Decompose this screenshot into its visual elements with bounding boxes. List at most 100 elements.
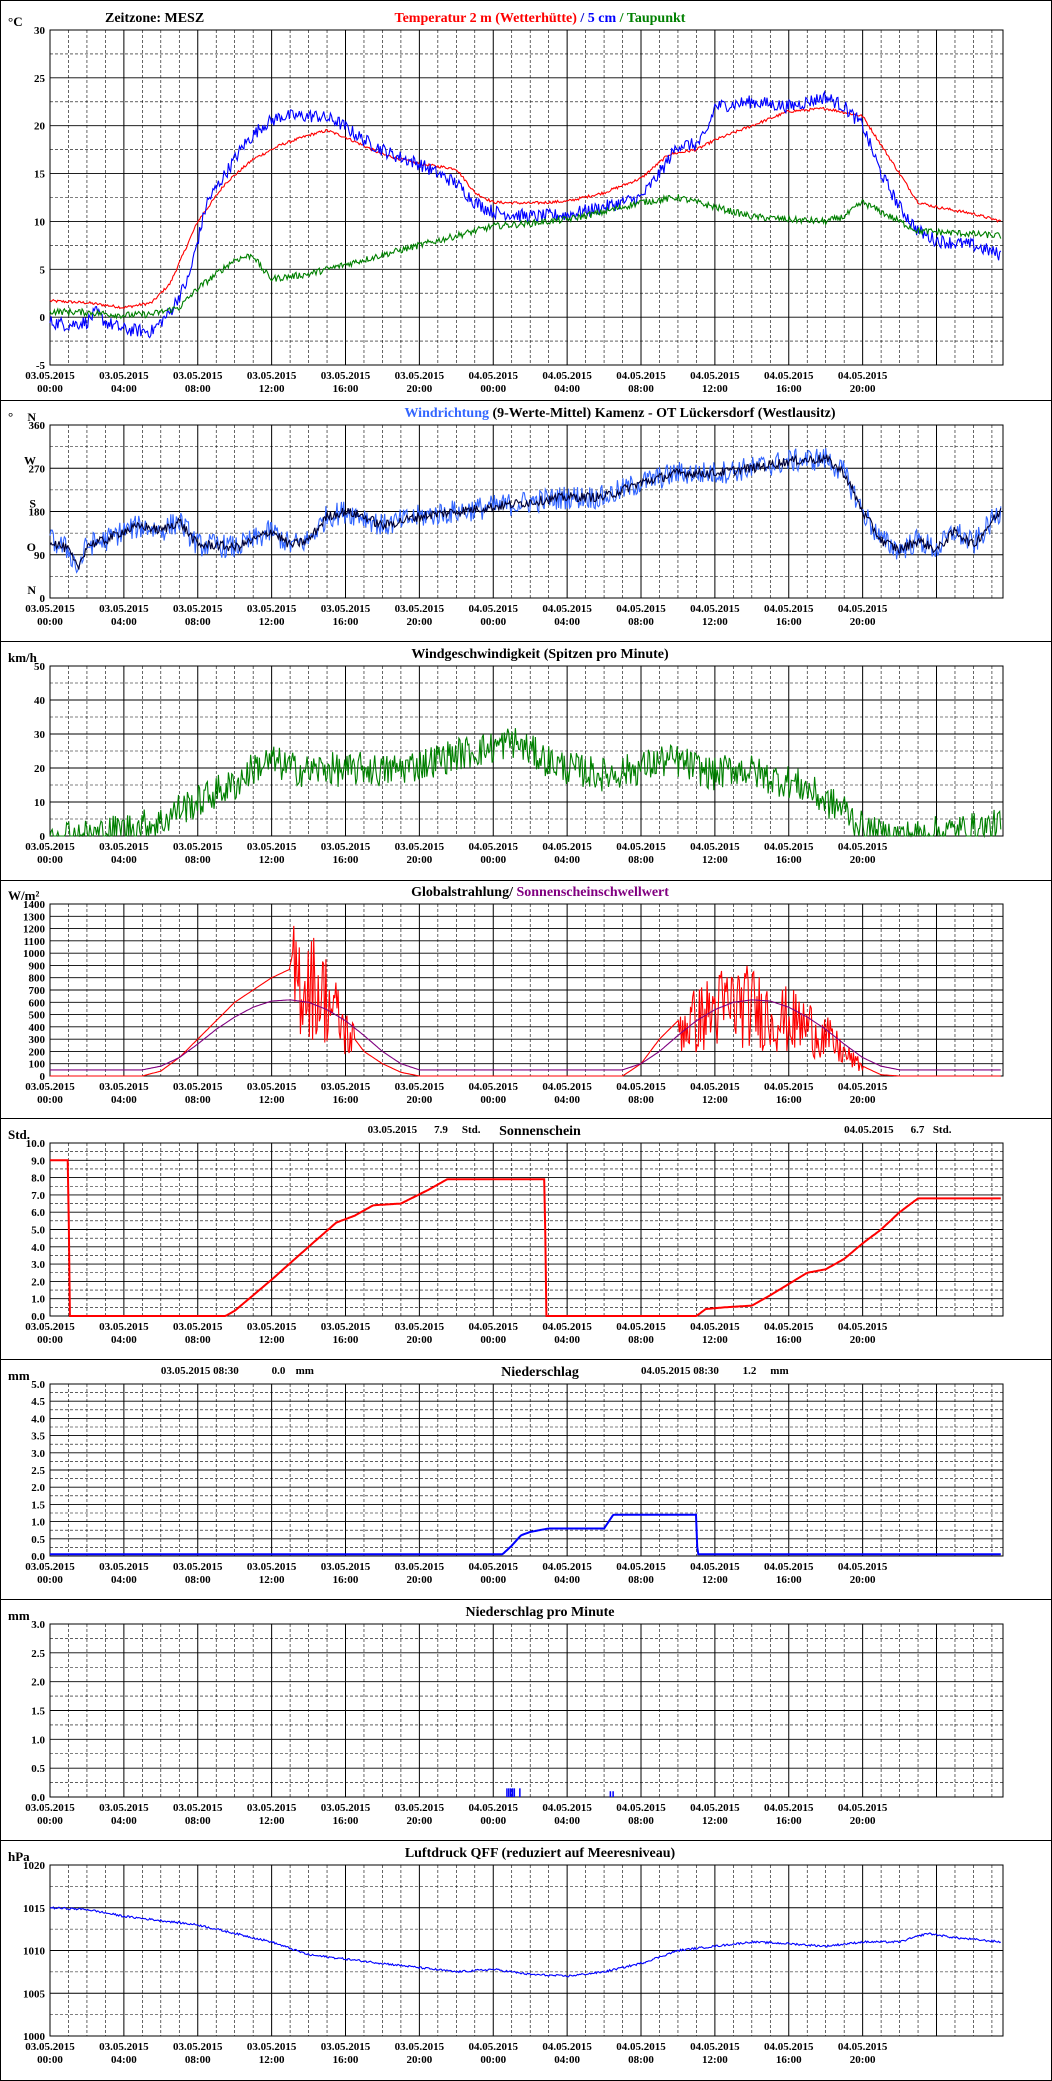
x-tick-date: 04.05.2015 — [690, 2041, 740, 2053]
panel-annotation: 6.7 — [911, 1124, 925, 1136]
x-tick-time: 20:00 — [850, 1574, 876, 1586]
x-tick-date: 03.05.2015 — [247, 841, 297, 853]
x-tick-time: 16:00 — [333, 1334, 359, 1346]
x-tick-date: 03.05.2015 — [395, 1561, 445, 1573]
x-tick-time: 12:00 — [259, 383, 285, 395]
y-tick-label: 800 — [29, 973, 46, 985]
x-tick-date: 03.05.2015 — [321, 1081, 371, 1093]
x-tick-time: 16:00 — [776, 1334, 802, 1346]
plot-frame — [49, 1142, 1004, 1317]
series-line — [49, 728, 1002, 839]
x-tick-date: 04.05.2015 — [838, 370, 888, 382]
x-tick-time: 16:00 — [333, 1094, 359, 1106]
x-tick-date: 04.05.2015 — [542, 2041, 592, 2053]
x-tick-time: 20:00 — [407, 2054, 433, 2066]
y-tick-label: 1300 — [23, 911, 46, 923]
x-tick-date: 04.05.2015 — [616, 1081, 666, 1093]
x-tick-time: 20:00 — [850, 383, 876, 395]
x-tick-date: 04.05.2015 — [542, 1561, 592, 1573]
y-tick-label: 4.0 — [31, 1242, 45, 1254]
title-part: Niederschlag pro Minute — [465, 1605, 614, 1620]
series-line — [50, 999, 1001, 1071]
direction-label: S — [29, 497, 36, 511]
x-tick-date: 03.05.2015 — [25, 1081, 75, 1093]
x-tick-time: 00:00 — [37, 1815, 63, 1827]
y-tick-label: 10.0 — [26, 1138, 46, 1150]
panel-title: Niederschlag — [501, 1365, 579, 1380]
x-tick-time: 12:00 — [702, 383, 728, 395]
plot-frame — [49, 424, 1004, 599]
y-tick-label: 0 — [40, 593, 46, 605]
x-tick-time: 04:00 — [111, 616, 137, 628]
x-tick-time: 04:00 — [554, 383, 580, 395]
x-tick-date: 04.05.2015 — [764, 1561, 814, 1573]
x-tick-time: 04:00 — [554, 1815, 580, 1827]
x-tick-time: 20:00 — [850, 1094, 876, 1106]
series-line — [50, 1159, 1001, 1317]
x-tick-time: 12:00 — [259, 854, 285, 866]
x-tick-date: 03.05.2015 — [321, 370, 371, 382]
precip-bar — [519, 1788, 521, 1797]
panel-annotation: 7.9 — [434, 1124, 448, 1136]
x-tick-time: 16:00 — [776, 854, 802, 866]
title-part: Windgeschwindigkeit (Spitzen pro Minute) — [411, 647, 669, 662]
x-tick-time: 16:00 — [776, 616, 802, 628]
x-tick-date: 03.05.2015 — [25, 841, 75, 853]
x-tick-time: 12:00 — [259, 616, 285, 628]
plot-frame — [49, 1623, 1004, 1798]
y-tick-label: 1.0 — [31, 1517, 45, 1529]
y-tick-label: 200 — [29, 1046, 46, 1058]
panel-title: Windgeschwindigkeit (Spitzen pro Minute) — [411, 647, 669, 662]
y-tick-label: 270 — [29, 463, 46, 475]
x-tick-date: 04.05.2015 — [469, 603, 519, 615]
x-tick-time: 08:00 — [628, 2054, 654, 2066]
unit-label: km/h — [8, 650, 38, 665]
unit-label: mm — [8, 1608, 30, 1623]
x-tick-time: 12:00 — [259, 1815, 285, 1827]
title-part: Temperatur 2 m (Wetterhütte) — [395, 11, 578, 26]
y-tick-label: 1200 — [23, 924, 46, 936]
x-tick-time: 08:00 — [628, 616, 654, 628]
x-tick-date: 03.05.2015 — [247, 1081, 297, 1093]
x-tick-date: 03.05.2015 — [247, 370, 297, 382]
x-tick-time: 04:00 — [554, 1094, 580, 1106]
y-tick-label: 3.5 — [31, 1431, 45, 1443]
y-tick-label: 400 — [29, 1022, 46, 1034]
x-tick-date: 04.05.2015 — [542, 1081, 592, 1093]
x-tick-time: 20:00 — [407, 1094, 433, 1106]
x-tick-time: 16:00 — [776, 1094, 802, 1106]
precip-bar — [511, 1788, 514, 1797]
x-tick-date: 03.05.2015 — [99, 1321, 149, 1333]
unit-label: ° — [8, 409, 13, 424]
y-tick-label: 7.0 — [31, 1190, 45, 1202]
x-tick-time: 12:00 — [259, 2054, 285, 2066]
direction-label: O — [27, 540, 36, 554]
x-tick-time: 00:00 — [480, 854, 506, 866]
x-tick-date: 04.05.2015 — [616, 2041, 666, 2053]
y-tick-label: 4.5 — [31, 1396, 45, 1408]
x-tick-date: 04.05.2015 — [542, 1802, 592, 1814]
panel-title: Temperatur 2 m (Wetterhütte) / 5 cm / Ta… — [395, 11, 686, 26]
y-tick-label: 2.0 — [31, 1276, 45, 1288]
x-tick-time: 20:00 — [407, 1815, 433, 1827]
x-tick-time: 20:00 — [850, 2054, 876, 2066]
x-tick-date: 04.05.2015 — [764, 603, 814, 615]
y-tick-label: 1015 — [23, 1903, 46, 1915]
y-tick-label: 90 — [34, 550, 46, 562]
series-line — [50, 925, 1001, 1077]
y-tick-label: 25 — [34, 73, 46, 85]
y-tick-label: 1000 — [23, 2031, 46, 2043]
x-tick-date: 03.05.2015 — [99, 1561, 149, 1573]
x-tick-date: 04.05.2015 — [764, 370, 814, 382]
x-tick-date: 04.05.2015 — [764, 1081, 814, 1093]
y-tick-label: 300 — [29, 1034, 46, 1046]
y-tick-label: 100 — [29, 1059, 46, 1071]
unit-label: mm — [8, 1368, 30, 1383]
x-tick-time: 12:00 — [702, 616, 728, 628]
panel-title: Niederschlag pro Minute — [465, 1605, 614, 1620]
x-tick-date: 04.05.2015 — [616, 603, 666, 615]
y-tick-label: 0 — [40, 831, 46, 843]
x-tick-time: 04:00 — [111, 1094, 137, 1106]
series-line — [49, 447, 1002, 574]
